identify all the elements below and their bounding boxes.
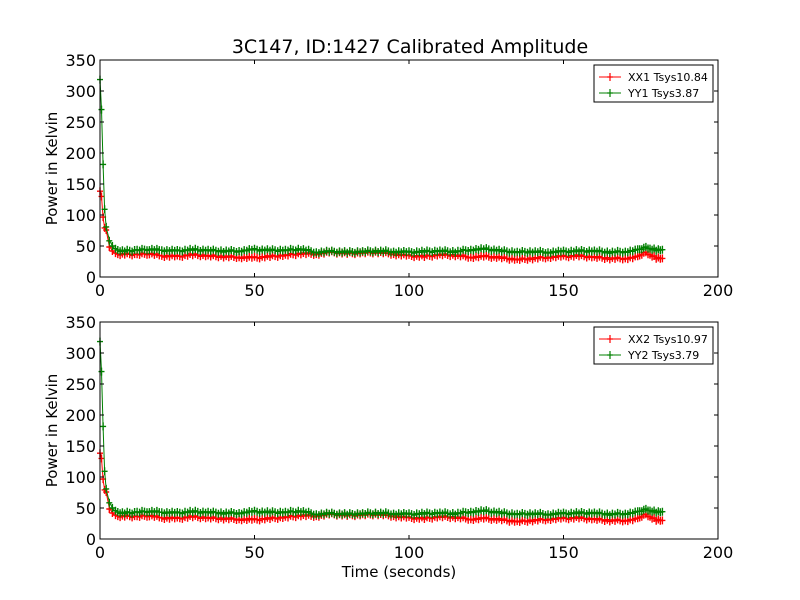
legend-label: XX1 Tsys10.84 (628, 71, 708, 84)
y-tick-label: 300 (65, 344, 96, 363)
data-point (109, 504, 116, 512)
data-point (659, 516, 666, 525)
y-axis-label: Power in Kelvin (43, 374, 61, 488)
y-tick-label: 350 (65, 51, 96, 70)
data-point (100, 422, 107, 431)
figure-title: 3C147, ID:1427 Calibrated Amplitude (232, 36, 588, 58)
data-point (100, 160, 107, 169)
y-tick-label: 300 (65, 82, 96, 101)
y-tick-label: 100 (65, 206, 96, 225)
y-tick-label: 200 (65, 144, 96, 163)
y-axis-label: Power in Kelvin (43, 112, 61, 226)
x-axis-label: Time (seconds) (341, 563, 457, 581)
data-point (659, 507, 666, 516)
x-tick-label: 50 (244, 281, 264, 300)
y-tick-label: 150 (65, 175, 96, 194)
legend-swatch-marker (607, 89, 613, 97)
x-tick-label: 50 (244, 543, 264, 562)
data-point (101, 205, 108, 214)
y-tick-label: 250 (65, 113, 96, 132)
data-point (659, 254, 666, 263)
y-tick-label: 50 (76, 237, 96, 256)
legend-box (593, 64, 714, 103)
legend-swatch-marker (607, 73, 613, 81)
y-tick-label: 200 (65, 406, 96, 425)
legend-label: YY2 Tsys3.79 (627, 349, 699, 362)
y-tick-label: 350 (65, 313, 96, 332)
x-tick-label: 100 (394, 543, 425, 562)
y-tick-label: 150 (65, 437, 96, 456)
y-tick-label: 100 (65, 468, 96, 487)
legend: XX2 Tsys10.97 YY2 Tsys3.79 (593, 326, 714, 365)
legend-box (593, 326, 714, 365)
y-tick-label: 50 (76, 499, 96, 518)
x-tick-label: 150 (548, 543, 579, 562)
data-point (109, 242, 116, 250)
series-yy-2 (97, 337, 666, 520)
top-panel: 0 50 100 150 200 0 50 100 150 200 250 300 350 Power i… (43, 51, 733, 300)
legend-label: YY1 Tsys3.87 (627, 87, 699, 100)
x-tick-label: 0 (95, 281, 105, 300)
y-tick-label: 0 (86, 530, 96, 549)
x-tick-label: 0 (95, 543, 105, 562)
legend: XX1 Tsys10.84 YY1 Tsys3.87 (593, 64, 714, 103)
x-tick-label: 100 (394, 281, 425, 300)
legend-swatch-marker (607, 335, 613, 343)
y-tick-label: 250 (65, 375, 96, 394)
x-tick-label: 150 (548, 281, 579, 300)
data-point (106, 236, 113, 245)
legend-swatch-marker (607, 351, 613, 359)
series-yy-1 (97, 75, 666, 258)
data-point (106, 498, 113, 507)
y-tick-label: 0 (86, 268, 96, 287)
data-point (103, 222, 110, 231)
x-tick-label: 200 (703, 281, 734, 300)
legend-label: XX2 Tsys10.97 (628, 333, 708, 346)
x-tick-label: 200 (703, 543, 734, 562)
bottom-panel: 0 50 100 150 200 0 50 100 150 200 250 300 350 Power i… (43, 313, 733, 581)
data-point (103, 484, 110, 493)
data-point (659, 245, 666, 254)
data-point (101, 467, 108, 476)
